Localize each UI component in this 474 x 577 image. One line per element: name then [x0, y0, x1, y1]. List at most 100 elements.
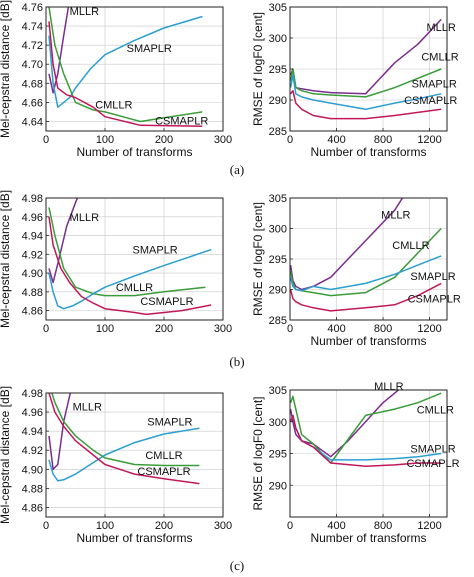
series-line-csmaplr	[48, 393, 200, 485]
series-label-mllr: MLLR	[73, 401, 102, 413]
x-tick-label: 0	[43, 323, 49, 335]
y-tick-label: 4.94	[22, 426, 43, 438]
y-tick-label: 4.88	[22, 287, 43, 299]
x-tick-label: 200	[155, 520, 173, 532]
series-label-cmllr: CMLLR	[417, 405, 454, 417]
y-tick-label: 4.76	[22, 2, 43, 14]
y-tick-label: 4.86	[22, 306, 43, 318]
series-label-mllr: MLLR	[70, 212, 99, 224]
y-tick-label: 305	[269, 193, 287, 205]
series-line-smaplr	[48, 427, 200, 482]
series-label-csmaplr: CSMAPLR	[140, 296, 193, 308]
y-tick-label: 4.92	[22, 249, 43, 261]
y-tick-label: 305	[269, 385, 287, 397]
y-tick-label: 295	[269, 254, 287, 266]
y-tick-label: 4.96	[22, 407, 43, 419]
x-tick-label: 1200	[417, 323, 441, 335]
y-tick-label: 4.74	[22, 21, 43, 33]
series-line-mllr	[290, 390, 400, 458]
x-tick-label: 100	[96, 323, 114, 335]
series-label-smaplr: SMAPLR	[147, 417, 192, 429]
series-line-mllr	[290, 198, 404, 291]
y-tick-label: 4.64	[22, 116, 43, 128]
x-tick-label: 400	[327, 134, 345, 146]
y-axis-label: Mel-cepstral distance [dB]	[0, 190, 12, 328]
x-tick-label: 400	[327, 520, 345, 532]
series-label-cmllr: CMLLR	[116, 282, 153, 294]
y-tick-label: 305	[269, 2, 287, 14]
series-line-cmllr	[51, 393, 200, 467]
x-tick-label: 0	[43, 520, 49, 532]
y-tick-label: 300	[269, 224, 287, 236]
x-tick-label: 300	[214, 520, 232, 532]
x-tick-label: 0	[287, 134, 293, 146]
series-line-smaplr	[290, 74, 442, 111]
series-line-smaplr	[48, 15, 203, 108]
chart-panel-3: 0 400 800 1200 285 290 295 300 305 Number of tran…	[251, 193, 461, 348]
caption-b: (b)	[229, 354, 244, 369]
y-tick-label: 285	[269, 126, 287, 138]
series-line-csmaplr	[290, 414, 442, 467]
series-label-csmaplr: CSMAPLR	[408, 294, 461, 306]
series-label-cmllr: CMLLR	[392, 240, 429, 252]
y-tick-label: 4.98	[22, 388, 43, 400]
y-tick-label: 4.86	[22, 502, 43, 514]
y-tick-label: 290	[269, 480, 287, 492]
plot-frame	[45, 6, 224, 132]
series-label-csmaplr: CSMAPLR	[137, 466, 190, 478]
series-line-cmllr	[48, 7, 203, 123]
series-label-cmllr: CMLLR	[95, 99, 132, 111]
series-line-mllr	[48, 7, 70, 94]
y-tick-label: 300	[269, 33, 287, 45]
y-axis-label: RMSE of logF0 [cent]	[251, 202, 265, 316]
x-tick-label: 300	[214, 134, 232, 146]
x-tick-label: 1200	[417, 134, 441, 146]
x-tick-label: 800	[374, 323, 392, 335]
x-axis-label: Number of transforms	[310, 145, 426, 159]
y-tick-label: 4.68	[22, 78, 43, 90]
y-axis-label: RMSE of logF0 [cent]	[251, 396, 265, 510]
chart-panel-2: 0 100 200 300 4.86 4.88 4.90 4.92 4.94 4.96 4.98 Me…	[0, 190, 232, 335]
series-label-mllr: MLLR	[381, 209, 410, 221]
y-tick-label: 4.72	[22, 40, 43, 52]
series-label-csmaplr: CSMAPLR	[406, 458, 459, 470]
chart-panel-5: 0 400 800 1200 290 295 300 305 Number of transfo…	[251, 381, 460, 545]
series-line-csmaplr	[290, 89, 442, 120]
y-tick-label: 4.88	[22, 483, 43, 495]
x-tick-label: 300	[214, 323, 232, 335]
y-axis-label: Mel-cepstral distance [dB]	[0, 0, 12, 138]
y-tick-label: 4.92	[22, 445, 43, 457]
x-tick-label: 800	[374, 520, 392, 532]
plot-frame	[45, 392, 224, 518]
series-line-smaplr	[48, 248, 212, 310]
series-label-smaplr: SMAPLR	[410, 443, 455, 455]
series-line-cmllr	[290, 68, 442, 98]
chart-panel-1: 0 400 800 1200 285 290 295 300 305 Number of tran…	[251, 2, 459, 159]
x-axis-label: Number of transforms	[76, 531, 192, 545]
series-label-cmllr: CMLLR	[145, 450, 182, 462]
series-line-mllr	[48, 393, 72, 471]
caption-a: (a)	[230, 162, 244, 177]
chart-panel-4: 0 100 200 300 4.86 4.88 4.90 4.92 4.94 4.96 4.98 Nu…	[0, 386, 232, 545]
chart-panel-0: 0 100 200 300 4.64 4.66 4.68 4.70 4.72 4.74 4.76 Nu…	[0, 0, 232, 159]
series-line-smaplr	[290, 255, 442, 292]
x-tick-label: 0	[43, 134, 49, 146]
x-tick-label: 100	[96, 134, 114, 146]
series-label-mllr: MLLR	[70, 6, 99, 18]
y-tick-label: 290	[269, 95, 287, 107]
y-tick-label: 4.66	[22, 97, 43, 109]
series-label-csmaplr: CSMAPLR	[155, 116, 208, 128]
y-tick-label: 4.90	[22, 268, 43, 280]
series-label-cmllr: CMLLR	[421, 52, 458, 64]
series-label-smaplr: SMAPLR	[410, 271, 455, 283]
y-tick-label: 285	[269, 315, 287, 327]
x-axis-label: Number of transforms	[76, 145, 192, 159]
x-tick-label: 1200	[417, 520, 441, 532]
series-label-smaplr: SMAPLR	[133, 245, 178, 257]
series-label-smaplr: SMAPLR	[412, 78, 457, 90]
x-tick-label: 400	[327, 323, 345, 335]
series-label-smaplr: SMAPLR	[127, 43, 172, 55]
x-tick-label: 0	[287, 520, 293, 532]
series-line-csmaplr	[48, 216, 212, 316]
